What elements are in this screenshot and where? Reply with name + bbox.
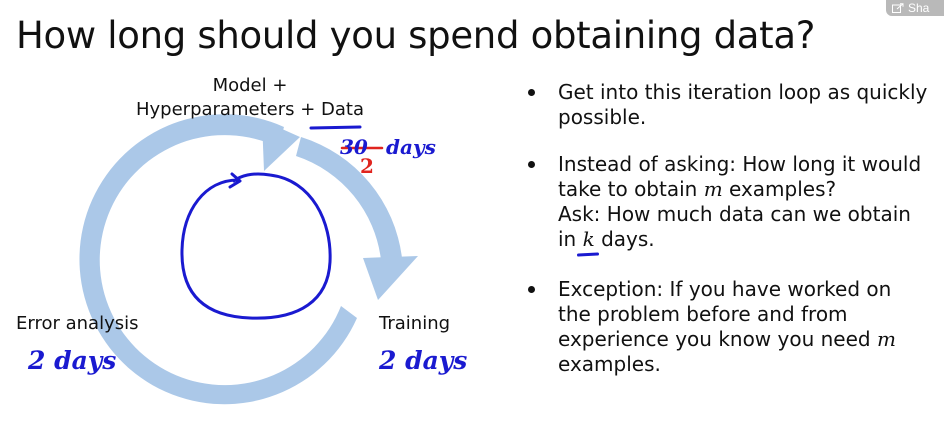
bullet-dot: [528, 286, 535, 293]
step-label-model-data: Model + Hyperparameters + Data: [0, 74, 500, 122]
hand-drawn-loop: [180, 172, 332, 320]
share-icon: [892, 3, 904, 13]
step-label-training: Training: [379, 313, 451, 334]
data-underline: [309, 125, 362, 130]
annotation-training-2-days: 2 days: [379, 346, 468, 375]
bullet-dot: [528, 161, 535, 168]
bullet-item: Instead of asking: How long it would tak…: [520, 152, 930, 252]
step-label-error-analysis: Error analysis: [16, 313, 139, 334]
k-variable: k: [582, 227, 595, 251]
bullet-text-2: Instead of asking: How long it would tak…: [558, 152, 922, 201]
bullet-text-1: Get into this iteration loop as quickly …: [558, 80, 928, 129]
bullet-item: Exception: If you have worked on the pro…: [520, 277, 930, 377]
cycle-arrows: [79, 114, 418, 405]
annotation-error-2-days: 2 days: [28, 346, 117, 375]
share-button[interactable]: Sha: [886, 0, 944, 16]
hyperparameters-data-label: Hyperparameters + Data: [135, 99, 364, 120]
annotation-top-days: days: [386, 135, 436, 159]
bullet-dot: [528, 89, 535, 96]
cycle-arrow-right: [296, 137, 402, 260]
bullet-text-3: Exception: If you have worked on the pro…: [558, 277, 896, 376]
annotation-red-2: 2: [360, 154, 374, 178]
bullet-item: Get into this iteration loop as quickly …: [520, 80, 930, 130]
slide-title: How long should you spend obtaining data…: [16, 14, 816, 57]
cycle-arrowhead-top: [262, 120, 300, 171]
model-label: Model +: [212, 75, 288, 96]
bullet-text-2-ask: Ask: How much data can we obtain in k da…: [558, 202, 911, 251]
share-label: Sha: [908, 1, 930, 15]
bullet-list: Get into this iteration loop as quickly …: [520, 80, 930, 377]
cycle-arrowhead-right: [363, 256, 418, 300]
data-label: Data: [321, 99, 364, 120]
annotation-struck-30: 30: [340, 135, 368, 159]
